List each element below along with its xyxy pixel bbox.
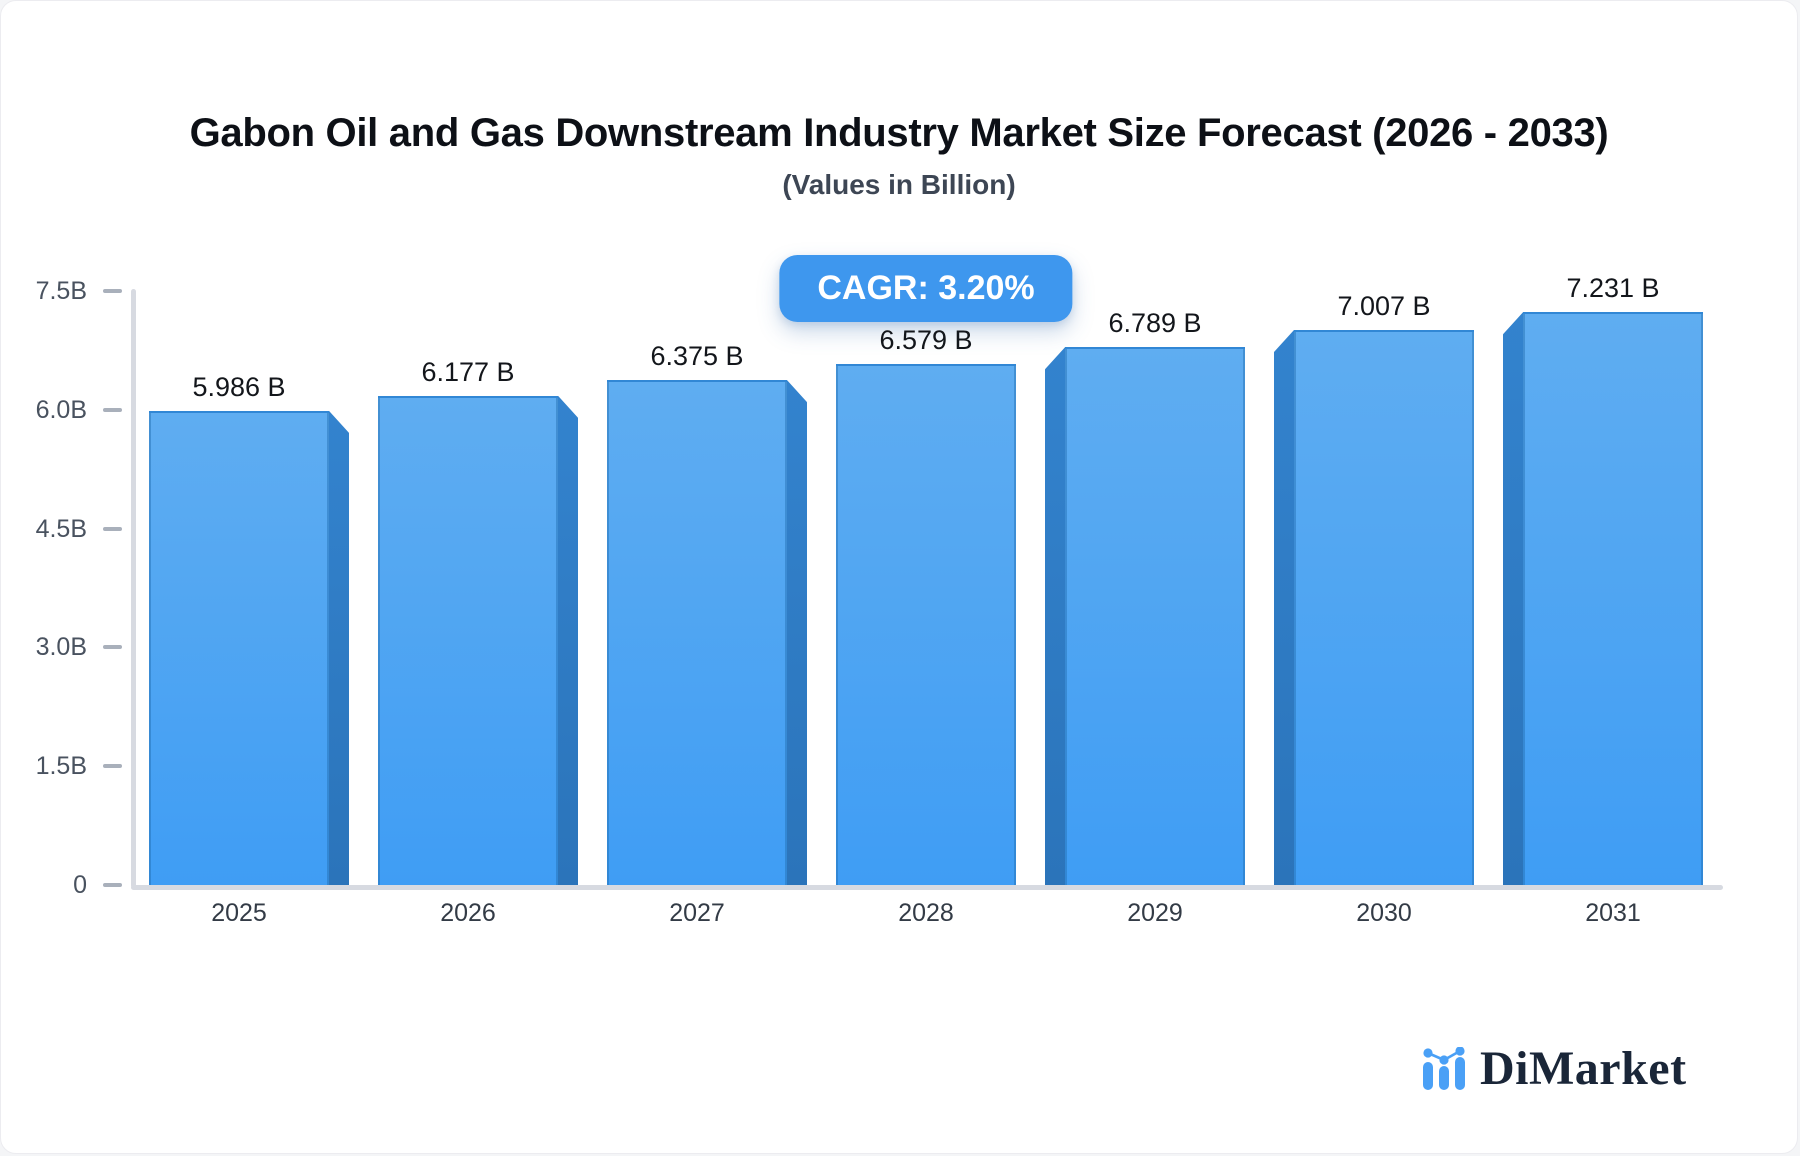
y-tick-dash: [103, 526, 122, 531]
x-axis-line: [131, 885, 1723, 890]
y-tick-dash: [103, 289, 122, 293]
x-category-label: 2031: [1585, 899, 1641, 927]
x-category-label: 2028: [898, 899, 954, 927]
bar-side-face: [1274, 330, 1294, 885]
bar-value-label: 6.789 B: [1108, 308, 1202, 339]
bar-side-face: [1045, 347, 1065, 885]
bar-value-label: 6.375 B: [650, 341, 744, 372]
x-category-label: 2026: [440, 899, 496, 927]
bar-side-face: [787, 380, 807, 885]
y-tick-label: 4.5B: [35, 514, 87, 543]
bar-2027: [607, 380, 787, 885]
bar-value-label: 6.177 B: [421, 356, 515, 387]
bar-side-face: [558, 395, 578, 885]
cagr-badge: CAGR: 3.20%: [779, 255, 1073, 322]
chart-title: Gabon Oil and Gas Downstream Industry Ma…: [189, 111, 1609, 155]
y-tick-dash: [103, 883, 122, 887]
bar-side-face: [1503, 312, 1523, 885]
bar-value-label: 6.579 B: [879, 324, 973, 355]
y-tick-dash: [103, 407, 122, 412]
y-tick-label: 6.0B: [35, 395, 87, 424]
dimarket-logo-text: DiMarket: [1480, 1042, 1687, 1095]
y-tick-label: 7.5B: [35, 277, 87, 305]
dimarket-logo: DiMarket: [1421, 1041, 1687, 1096]
y-axis-line: [131, 289, 136, 888]
chart-subtitle: (Values in Billion): [782, 169, 1016, 200]
bar-2030: [1294, 330, 1474, 885]
y-tick-label: 1.5B: [35, 752, 87, 781]
bar-2031: [1523, 312, 1703, 885]
bar-2029: [1065, 347, 1245, 885]
bar-2026: [378, 395, 558, 885]
x-category-label: 2025: [211, 899, 267, 927]
y-tick-label: 3.0B: [35, 633, 87, 662]
y-tick-dash: [103, 645, 122, 650]
y-tick-dash: [103, 764, 122, 769]
bar-2025: [149, 410, 329, 885]
mini-bar-chart-icon: [1423, 1047, 1465, 1090]
x-category-label: 2027: [669, 899, 725, 927]
y-tick-label: 0: [73, 871, 87, 899]
bar-value-label: 5.986 B: [192, 371, 286, 402]
x-category-label: 2029: [1127, 899, 1183, 927]
x-category-label: 2030: [1356, 899, 1412, 927]
bar-side-face: [329, 410, 349, 885]
bar-2028: [836, 363, 1016, 885]
bar-value-label: 7.007 B: [1337, 291, 1431, 322]
bar-value-label: 7.231 B: [1566, 273, 1660, 304]
